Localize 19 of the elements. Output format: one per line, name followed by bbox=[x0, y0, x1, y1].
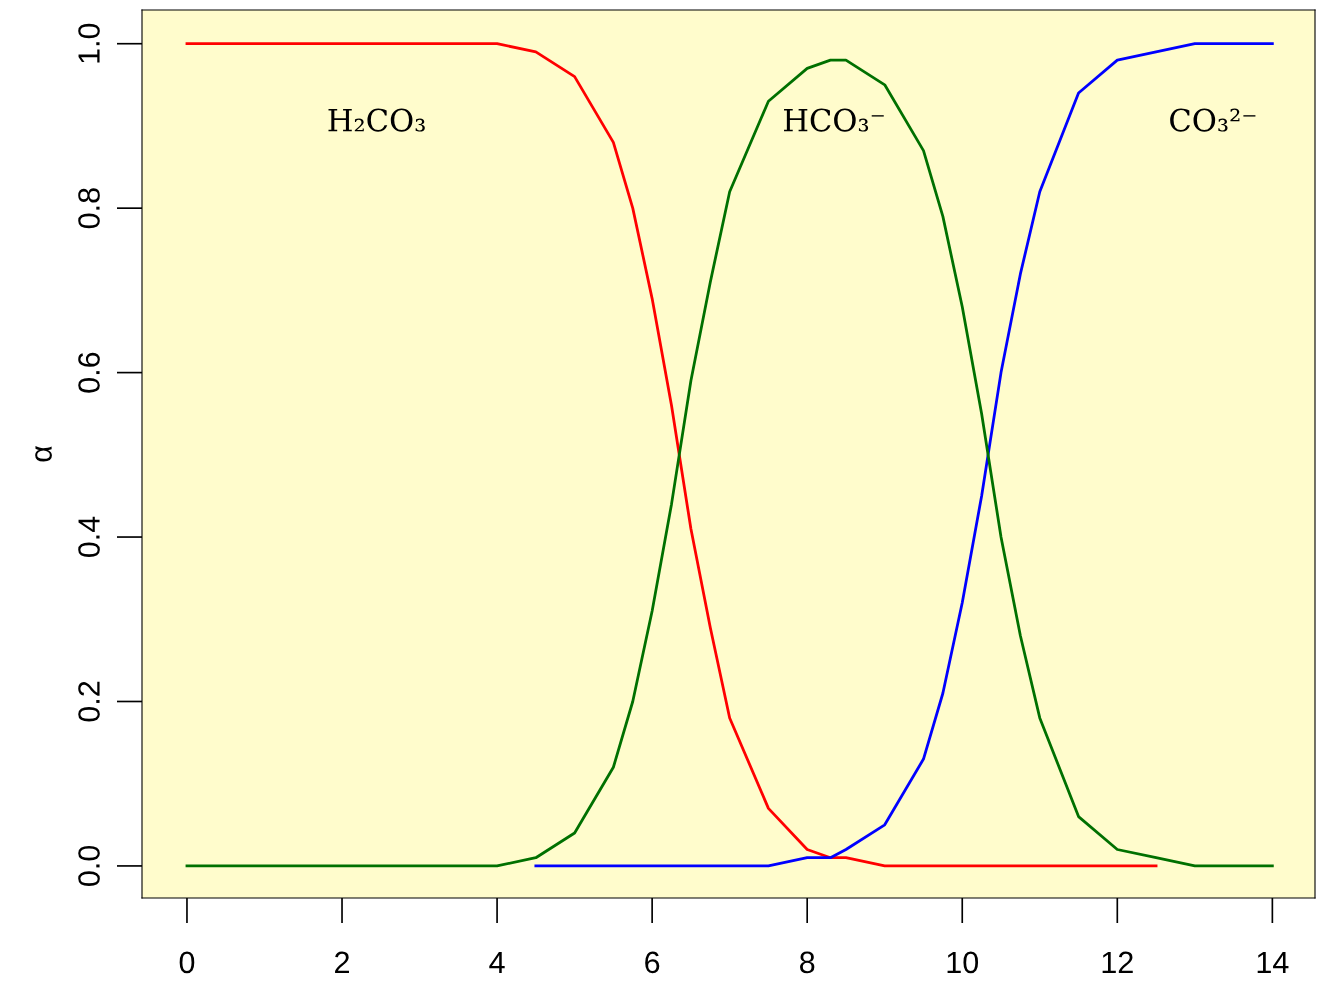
annotation: CO₃²⁻ bbox=[1170, 108, 1256, 132]
x-tick-label: 4 bbox=[489, 951, 505, 973]
x-tick-label: 10 bbox=[947, 951, 979, 974]
x-tick-label: 6 bbox=[645, 951, 660, 974]
y-tick-label: 0.6 bbox=[78, 352, 100, 393]
y-tick-label: 0.0 bbox=[78, 845, 100, 886]
y-tick-label: 1.0 bbox=[78, 23, 100, 63]
x-tick-label: 2 bbox=[335, 951, 349, 973]
y-tick-label: 0.2 bbox=[78, 681, 100, 722]
x-tick-label: 14 bbox=[1257, 951, 1289, 973]
annotation: HCO₃⁻ bbox=[784, 108, 884, 132]
x-tick-label: 0 bbox=[179, 951, 195, 974]
x-tick-label: 8 bbox=[800, 951, 815, 974]
line-series bbox=[534, 42, 1274, 868]
y-tick-label: 0.4 bbox=[78, 516, 100, 558]
x-tick-label: 12 bbox=[1102, 951, 1133, 973]
y-axis-title: α bbox=[35, 446, 52, 462]
annotation: H₂CO₃ bbox=[328, 108, 425, 132]
y-tick-label: 0.8 bbox=[78, 188, 100, 229]
